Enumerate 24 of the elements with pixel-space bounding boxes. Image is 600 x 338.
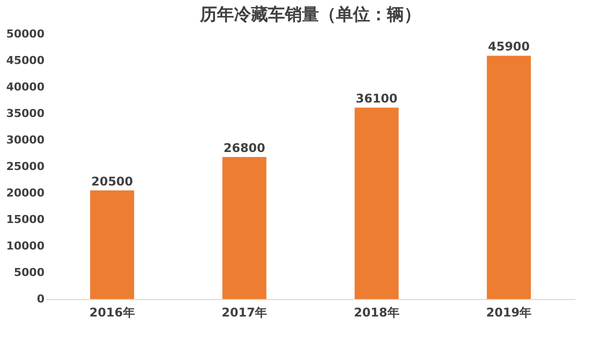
data-label: 26800 [224,140,266,155]
y-tick-label: 15000 [6,213,45,226]
y-tick-label: 30000 [6,134,45,146]
chart-title: 历年冷藏车销量（单位：辆） [199,5,421,25]
data-label: 36100 [356,92,398,106]
y-tick-label: 5000 [14,266,45,279]
y-tick-label: 40000 [6,80,45,94]
bar [486,56,531,299]
x-tick-label: 2019年 [486,306,532,320]
y-tick-label: 35000 [6,107,45,120]
y-tick-label: 0 [36,292,45,306]
data-label: 45900 [488,40,530,54]
x-tick-label: 2017年 [222,306,268,320]
y-tick-label: 25000 [6,160,45,173]
bar [90,190,134,299]
x-tick-label: 2018年 [354,306,400,320]
y-tick-label: 10000 [6,240,45,252]
y-tick-label: 20000 [6,186,45,200]
y-tick-label: 50000 [6,28,45,40]
x-tick-label: 2016年 [89,306,135,320]
data-label: 20500 [91,174,133,188]
bar [354,108,399,299]
bar [222,156,266,299]
y-tick-label: 45000 [6,54,45,67]
